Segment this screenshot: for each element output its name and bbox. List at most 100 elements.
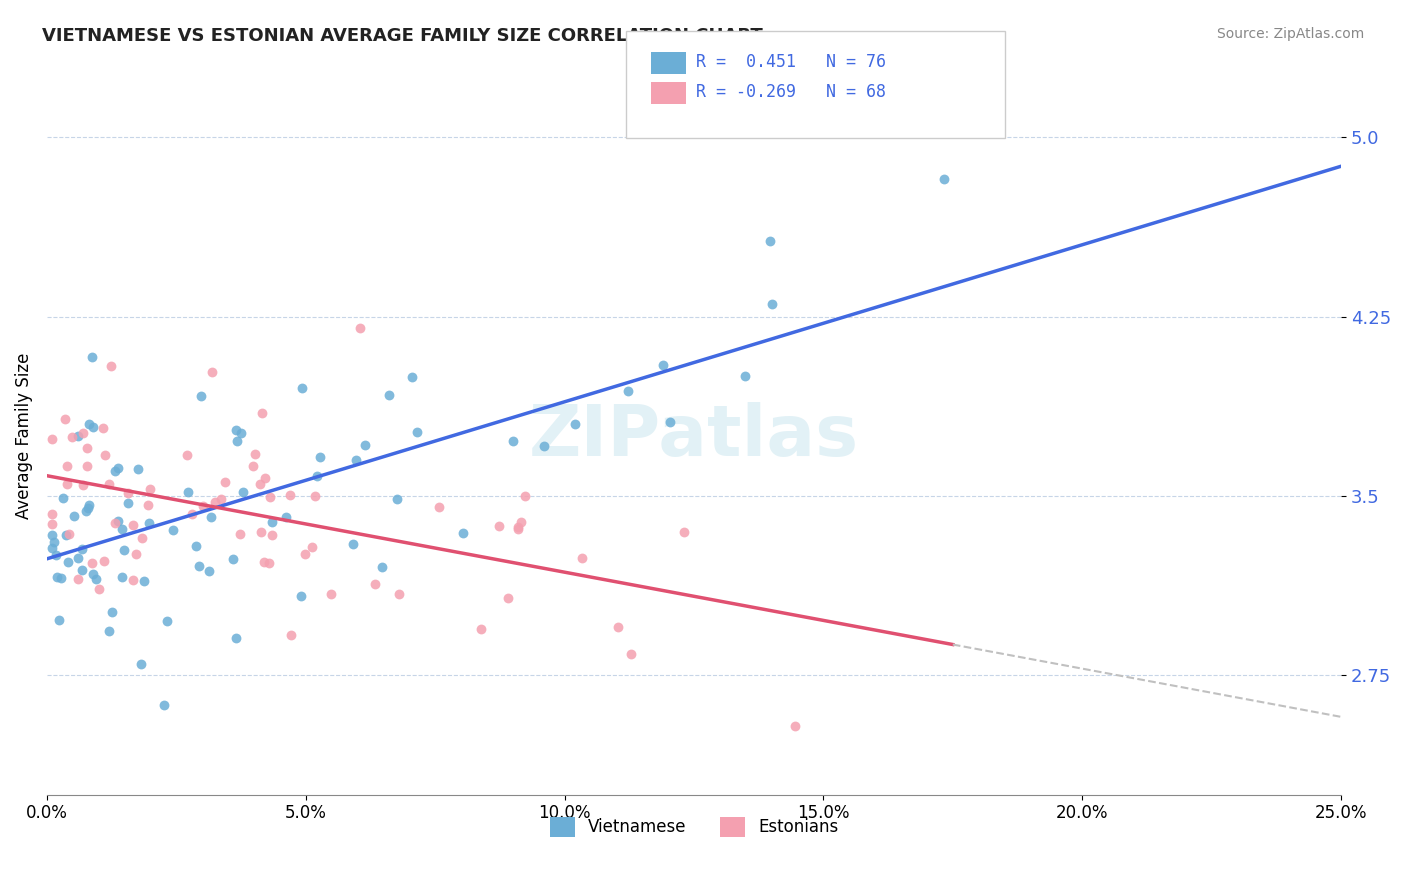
- Point: [97, 624, 120, 638]
- Point: [97, 476, 120, 491]
- Point: [229, 426, 252, 441]
- Point: [651, 358, 673, 372]
- Text: VIETNAMESE VS ESTONIAN AVERAGE FAMILY SIZE CORRELATION CHART: VIETNAMESE VS ESTONIAN AVERAGE FAMILY SI…: [42, 27, 763, 45]
- Point: [488, 519, 510, 533]
- Point: [41, 507, 63, 521]
- Point: [344, 452, 367, 467]
- Point: [388, 586, 411, 600]
- Point: [201, 365, 224, 379]
- Point: [354, 437, 377, 451]
- Point: [176, 448, 198, 462]
- Point: [131, 531, 153, 545]
- Point: [111, 569, 134, 583]
- Point: [470, 622, 492, 636]
- Point: [405, 425, 427, 440]
- Y-axis label: Average Family Size: Average Family Size: [15, 353, 32, 519]
- Point: [139, 483, 162, 497]
- Point: [453, 526, 475, 541]
- Point: [229, 527, 252, 541]
- Point: [58, 526, 80, 541]
- Point: [250, 406, 273, 420]
- Point: [72, 478, 94, 492]
- Point: [44, 534, 66, 549]
- Point: [290, 589, 312, 603]
- Point: [342, 537, 364, 551]
- Point: [56, 458, 79, 473]
- Point: [278, 488, 301, 502]
- Point: [153, 698, 176, 712]
- Point: [226, 434, 249, 449]
- Point: [63, 509, 86, 524]
- Text: ZIPatlas: ZIPatlas: [529, 401, 859, 471]
- Point: [564, 417, 586, 431]
- Point: [401, 370, 423, 384]
- Point: [121, 573, 143, 587]
- Point: [77, 501, 100, 516]
- Point: [76, 459, 98, 474]
- Text: Source: ZipAtlas.com: Source: ZipAtlas.com: [1216, 27, 1364, 41]
- Point: [934, 172, 956, 186]
- Point: [45, 548, 67, 562]
- Point: [100, 359, 122, 373]
- Point: [94, 448, 117, 462]
- Point: [620, 647, 643, 661]
- Point: [104, 516, 127, 531]
- Point: [301, 540, 323, 554]
- Point: [67, 429, 90, 443]
- Point: [198, 565, 221, 579]
- Point: [80, 350, 103, 364]
- Point: [177, 485, 200, 500]
- Point: [162, 524, 184, 538]
- Point: [533, 439, 555, 453]
- Point: [209, 491, 232, 506]
- Point: [571, 550, 593, 565]
- Point: [307, 469, 329, 483]
- Point: [364, 577, 387, 591]
- Point: [249, 477, 271, 491]
- Point: [41, 541, 63, 555]
- Point: [319, 587, 342, 601]
- Point: [186, 539, 208, 553]
- Point: [378, 388, 401, 402]
- Point: [117, 496, 139, 510]
- Point: [82, 566, 104, 581]
- Point: [101, 605, 124, 619]
- Point: [243, 447, 266, 461]
- Point: [107, 514, 129, 528]
- Point: [200, 510, 222, 524]
- Point: [60, 430, 83, 444]
- Point: [274, 509, 297, 524]
- Point: [53, 412, 76, 426]
- Point: [132, 574, 155, 589]
- Point: [253, 555, 276, 569]
- Point: [89, 582, 111, 596]
- Point: [232, 485, 254, 500]
- Point: [41, 433, 63, 447]
- Point: [187, 559, 209, 574]
- Point: [260, 515, 283, 529]
- Point: [250, 524, 273, 539]
- Point: [86, 572, 108, 586]
- Point: [242, 459, 264, 474]
- Point: [308, 450, 330, 464]
- Point: [280, 628, 302, 642]
- Point: [156, 614, 179, 628]
- Point: [66, 550, 89, 565]
- Legend: Vietnamese, Estonians: Vietnamese, Estonians: [543, 810, 845, 844]
- Point: [502, 434, 524, 449]
- Point: [45, 570, 67, 584]
- Point: [93, 554, 115, 568]
- Point: [56, 555, 79, 569]
- Point: [291, 380, 314, 394]
- Point: [72, 425, 94, 440]
- Point: [222, 551, 245, 566]
- Point: [125, 547, 148, 561]
- Point: [225, 423, 247, 437]
- Point: [254, 471, 277, 485]
- Point: [385, 491, 408, 506]
- Text: R =  0.451   N = 76: R = 0.451 N = 76: [696, 53, 886, 70]
- Point: [41, 528, 63, 542]
- Point: [513, 489, 536, 503]
- Point: [55, 528, 77, 542]
- Point: [673, 524, 696, 539]
